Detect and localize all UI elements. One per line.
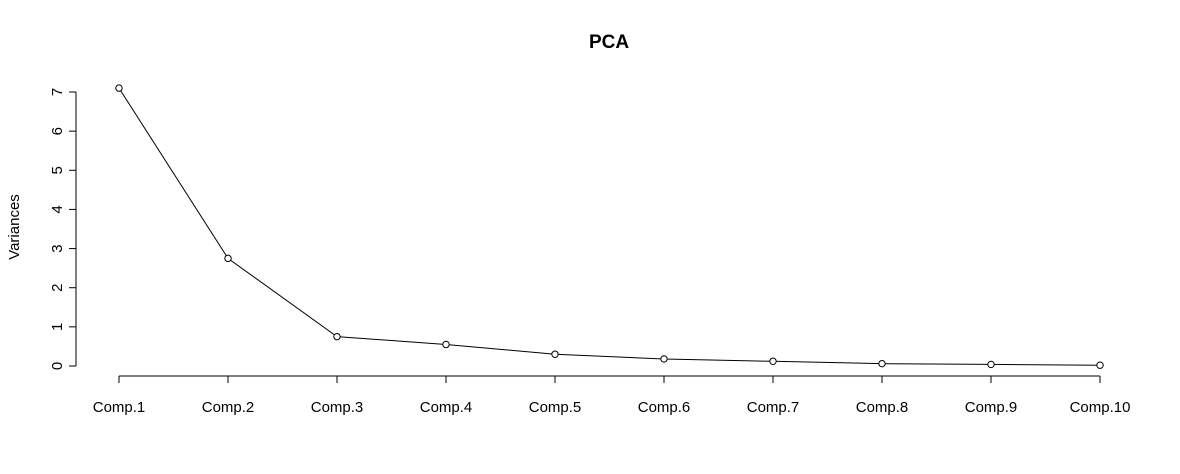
data-point-Comp.9: [987, 360, 995, 369]
y-tick-label-4: 4: [49, 205, 66, 213]
y-tick-label-3: 3: [49, 244, 66, 252]
y-tick-label-1: 1: [49, 323, 66, 331]
y-tick-label-6: 6: [49, 127, 66, 135]
x-tick-label-Comp.9: Comp.9: [965, 399, 1018, 416]
data-point-Comp.2: [224, 254, 232, 263]
y-tick-label-0: 0: [49, 362, 66, 370]
y-tick-label-5: 5: [49, 166, 66, 174]
chart-title: PCA: [589, 32, 629, 53]
x-tick-label-Comp.10: Comp.10: [1070, 399, 1131, 416]
data-point-Comp.3: [333, 332, 341, 341]
x-tick-label-Comp.8: Comp.8: [856, 399, 909, 416]
x-tick-label-Comp.3: Comp.3: [311, 399, 364, 416]
series-line: [118, 87, 1101, 366]
x-tick-label-Comp.1: Comp.1: [93, 399, 146, 416]
data-point-Comp.8: [878, 359, 886, 368]
x-tick-label-Comp.6: Comp.6: [638, 399, 691, 416]
data-point-Comp.6: [660, 355, 668, 363]
x-tick-label-Comp.2: Comp.2: [202, 399, 255, 416]
series-variances: [115, 84, 1104, 369]
data-point-Comp.4: [442, 340, 450, 349]
x-axis: Comp.1 Comp.2 Comp.3 Comp.4 Comp.5 Comp.6 Comp…: [93, 375, 1131, 416]
data-point-Comp.1: [115, 84, 123, 92]
x-tick-label-Comp.7: Comp.7: [747, 399, 800, 416]
y-axis: 0 1 2 3 4 5 6 7: [49, 88, 77, 370]
y-tick-label-7: 7: [49, 88, 66, 96]
x-tick-label-Comp.4: Comp.4: [420, 399, 473, 416]
y-tick-label-2: 2: [49, 284, 66, 292]
x-tick-label-Comp.5: Comp.5: [529, 399, 582, 416]
data-point-Comp.5: [551, 350, 559, 358]
y-axis-label: Variances: [6, 194, 23, 260]
data-point-Comp.7: [769, 357, 777, 366]
data-point-Comp.10: [1096, 361, 1104, 369]
